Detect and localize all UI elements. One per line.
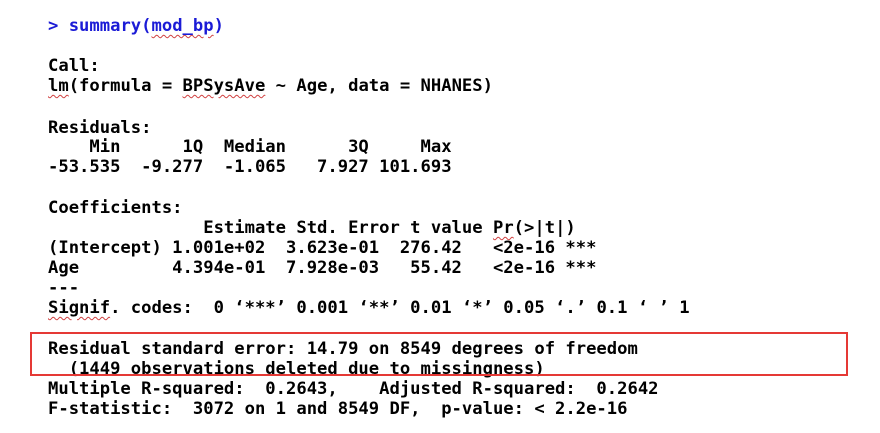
residuals-labels: Min 1Q Median 3Q Max [48, 137, 462, 157]
coefficients-row-age: Age 4.394e-01 7.928e-03 55.42 <2e-16 *** [48, 258, 597, 278]
coef-cols-b: (>|t|) [513, 218, 576, 238]
residuals-values: -53.535 -9.277 -1.065 7.927 101.693 [48, 157, 462, 177]
call-formula: lm(formula = BPSysAve ~ Age, data = NHAN… [48, 76, 493, 96]
call-response-variable: BPSysAve [182, 76, 266, 96]
command-close: ) [213, 16, 224, 36]
r-squared-line: Multiple R-squared: 0.2643, Adjusted R-s… [48, 379, 669, 399]
coefficients-header: Coefficients: [48, 198, 183, 218]
call-header: Call: [48, 56, 100, 76]
prompt-symbol: > [48, 16, 69, 36]
call-mid: (formula = [68, 76, 183, 96]
coefficients-row-intercept: (Intercept) 1.001e+02 3.623e-01 276.42 <… [48, 238, 597, 258]
signif-codes-line: Signif. codes: 0 ‘***’ 0.001 ‘**’ 0.01 ‘… [48, 298, 690, 318]
coefficients-column-headers: Estimate Std. Error t value Pr(>|t|) [48, 218, 576, 238]
residuals-header: Residuals: [48, 118, 152, 138]
call-rest: ~ Age, data = NHANES) [265, 76, 493, 96]
command-line[interactable]: > summary(mod_bp) [48, 16, 224, 36]
residual-standard-error-line: Residual standard error: 14.79 on 8549 d… [48, 339, 638, 359]
coef-cols-pr: Pr [492, 218, 514, 238]
highlight-box [30, 332, 848, 376]
coef-cols-a: Estimate Std. Error t value [48, 218, 493, 238]
signif-label: Signif [48, 298, 111, 318]
command-function: summary( [68, 16, 152, 36]
multiple-r-squared: Multiple R-squared: 0.2643, Adjusted R-s… [48, 379, 669, 399]
f-statistic-line: F-statistic: 3072 on 1 and 8549 DF, p-va… [48, 399, 628, 419]
separator-line: --- [48, 278, 80, 298]
signif-rest: . codes: 0 ‘***’ 0.001 ‘**’ 0.01 ‘*’ 0.0… [110, 298, 690, 318]
call-function: lm [48, 76, 69, 96]
command-argument: mod_bp [151, 16, 214, 36]
